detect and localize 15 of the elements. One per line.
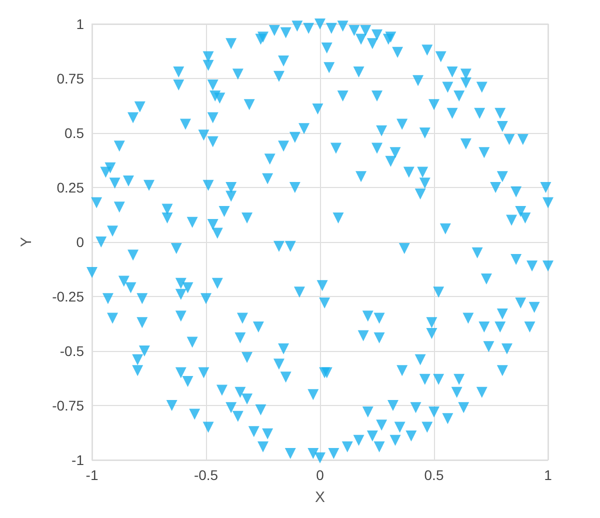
- y-tick-label: -0.25: [52, 288, 84, 304]
- y-tick-label: 1: [76, 16, 84, 32]
- x-tick-label: 1: [544, 467, 552, 483]
- y-tick-label: 0.75: [56, 70, 84, 86]
- y-tick-label: 0: [76, 234, 84, 250]
- y-axis-title: Y: [18, 236, 35, 248]
- x-tick-label: 0.5: [424, 467, 444, 483]
- y-tick-label: 0.5: [64, 125, 84, 141]
- y-tick-label: 0.25: [56, 180, 84, 196]
- x-tick-label: -0.5: [194, 467, 218, 483]
- x-axis-title: X: [314, 489, 326, 506]
- x-tick-label: 0: [316, 467, 324, 483]
- y-tick-label: -0.75: [52, 398, 84, 414]
- y-tick-label: -0.5: [60, 343, 84, 359]
- y-tick-label: -1: [72, 452, 84, 468]
